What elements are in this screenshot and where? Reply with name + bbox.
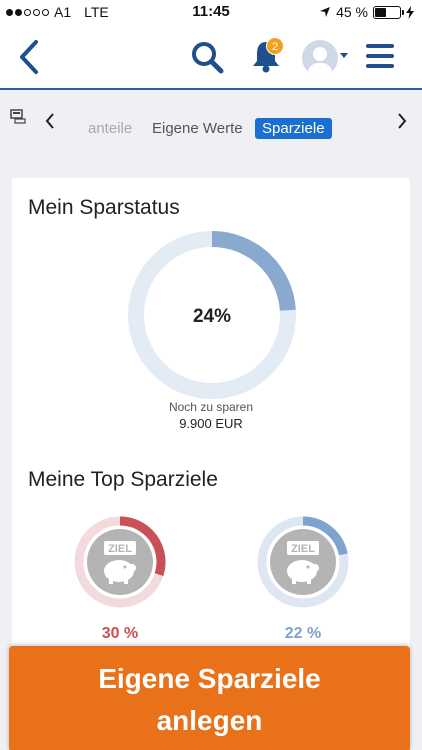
goal-2-sign-text: ZIEL bbox=[291, 543, 315, 555]
piggy-bank-icon bbox=[287, 560, 319, 584]
remaining-value: 9.900 EUR bbox=[179, 416, 243, 431]
hamburger-menu-icon[interactable] bbox=[366, 44, 394, 70]
back-chevron-icon[interactable] bbox=[14, 38, 44, 76]
donut-progress-arc bbox=[211, 231, 296, 311]
goal-ring-2[interactable]: ZIEL bbox=[256, 515, 350, 609]
charging-bolt-icon bbox=[406, 5, 414, 19]
tab-sparziele[interactable]: Sparziele bbox=[255, 118, 332, 139]
status-bar: A1 LTE 11:45 45 % bbox=[0, 0, 422, 24]
signal-strength-icon bbox=[6, 8, 49, 16]
tabs-scroll-right-icon[interactable] bbox=[396, 112, 408, 130]
nav-bar: 2 bbox=[0, 24, 422, 90]
create-savings-goal-button[interactable]: Eigene Sparziele anlegen bbox=[9, 646, 410, 750]
cta-line-2: anlegen bbox=[156, 705, 263, 736]
search-icon[interactable] bbox=[190, 40, 224, 74]
battery-icon bbox=[373, 5, 404, 19]
goal-2-progress-arc bbox=[302, 516, 348, 556]
avatar[interactable] bbox=[302, 40, 338, 76]
savings-percent: 24% bbox=[192, 306, 232, 327]
tab-anteile[interactable]: anteile bbox=[88, 120, 133, 137]
tabs-scroll-left-icon[interactable] bbox=[44, 112, 56, 130]
savings-status-title: Mein Sparstatus bbox=[28, 196, 180, 219]
goal-1-percent: 30 % bbox=[101, 625, 139, 642]
tab-eigene-werte[interactable]: Eigene Werte bbox=[152, 120, 243, 137]
status-right: 45 % bbox=[319, 4, 414, 20]
savings-donut-chart bbox=[128, 231, 296, 399]
tab-bar: anteile Eigene Werte Sparziele bbox=[0, 92, 422, 152]
remaining-label: Noch zu sparen bbox=[168, 400, 254, 414]
cta-line-1: Eigene Sparziele bbox=[98, 663, 321, 694]
goal-1-sign-text: ZIEL bbox=[108, 543, 132, 555]
chevron-down-icon[interactable] bbox=[340, 53, 348, 58]
location-arrow-icon bbox=[320, 7, 331, 17]
goal-2-percent: 22 % bbox=[284, 625, 322, 642]
clock: 11:45 bbox=[192, 3, 230, 20]
notification-badge[interactable]: 2 bbox=[266, 37, 284, 55]
status-left: A1 LTE bbox=[6, 4, 109, 20]
filter-icon[interactable] bbox=[10, 108, 26, 124]
piggy-bank-icon bbox=[104, 560, 136, 584]
goal-ring-1[interactable]: ZIEL bbox=[73, 515, 167, 609]
network-type: LTE bbox=[84, 4, 109, 20]
user-silhouette-icon bbox=[307, 47, 333, 76]
battery-percent: 45 % bbox=[336, 4, 368, 20]
carrier-name: A1 bbox=[54, 4, 72, 20]
goal-1-progress-arc bbox=[119, 516, 166, 577]
top-goals-title: Meine Top Sparziele bbox=[28, 468, 218, 491]
